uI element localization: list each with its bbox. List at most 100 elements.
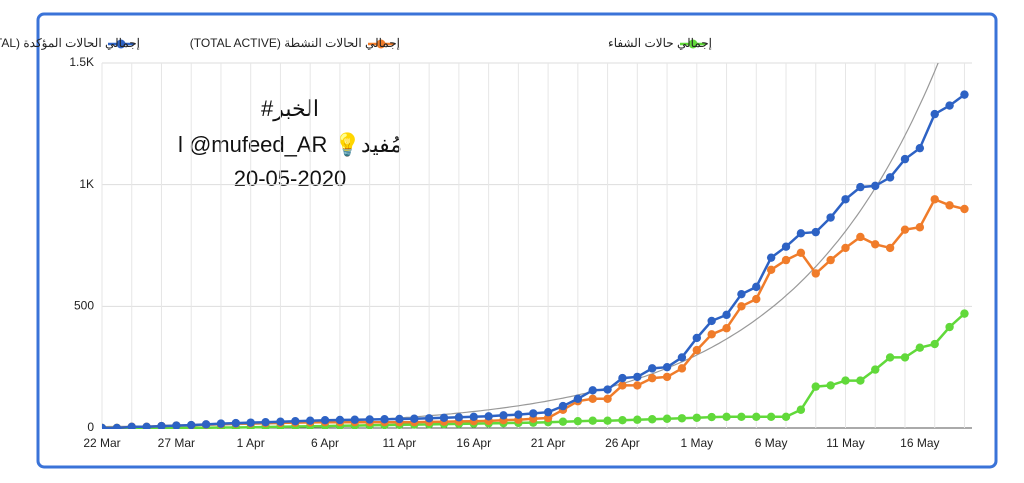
x-tick-label: 6 May [755,436,788,450]
data-point [112,423,122,429]
data-point [900,353,910,362]
data-point [737,412,746,422]
data-point [543,407,553,417]
data-point [677,364,687,373]
data-point [915,143,925,153]
data-point [692,345,701,355]
data-point [424,414,434,423]
data-point [529,409,538,418]
data-point [588,386,597,395]
x-tick-label: 26 Apr [605,436,640,450]
x-tick-label: 27 Mar [158,436,195,450]
data-point [811,227,820,237]
data-point [603,394,612,403]
data-point [305,416,315,425]
data-point [454,413,464,422]
data-point [781,255,791,265]
data-point [276,417,285,426]
data-point [618,416,627,425]
legend-marker [376,39,386,49]
data-point [127,422,136,429]
data-point [707,316,716,326]
x-tick-label: 21 Apr [531,436,566,450]
data-point [945,322,954,332]
data-point [633,415,642,424]
data-point [380,415,389,424]
data-point [439,413,449,422]
data-point [603,416,612,425]
data-point [856,232,865,242]
data-point [856,376,865,385]
data-point [766,265,776,275]
data-point [647,415,657,424]
annotation: 20-05-2020 [234,166,347,191]
data-point [722,324,731,333]
data-point [826,255,835,265]
data-point [647,373,657,383]
data-point [752,282,761,292]
data-point [573,394,583,403]
legend-label: إجمالي حالات الشفاء [608,36,712,51]
y-tick-label: 500 [74,299,94,313]
data-point [930,339,939,349]
data-point [410,414,419,423]
data-point [647,364,657,373]
x-tick-label: 11 May [826,436,864,450]
data-point [484,412,493,421]
data-point [677,414,687,423]
data-point [960,309,969,318]
data-point [142,422,151,429]
data-point [320,416,330,425]
data-point [871,181,880,191]
data-point [261,417,270,427]
data-point [900,154,910,164]
data-point [737,289,746,299]
data-point [796,248,806,257]
data-point [603,385,612,394]
data-point [618,373,627,383]
data-point [737,302,746,311]
data-point [558,401,568,411]
data-point [633,372,642,382]
data-point [216,419,226,428]
data-point [841,376,850,385]
data-point [499,411,508,420]
data-point [469,412,478,422]
data-point [157,421,166,429]
data-point [231,418,241,428]
data-point [677,353,687,362]
x-tick-label: 6 Apr [311,436,339,450]
data-point [900,225,910,234]
data-point [588,394,597,403]
y-tick-label: 0 [87,420,94,434]
legend-marker [688,39,698,49]
y-tick-label: 1K [79,177,94,191]
data-point [960,90,969,99]
data-point [722,310,731,320]
data-point [811,269,820,278]
data-point [945,201,954,210]
data-point [246,418,255,427]
data-point [811,382,820,391]
data-point [930,195,939,204]
data-point [752,294,761,304]
x-tick-label: 1 Apr [237,436,265,450]
data-point [766,412,776,422]
legend-label: إجمالي الحالات النشطة (TOTAL ACTIVE) [190,36,400,51]
data-point [707,330,716,339]
data-point [766,253,776,262]
data-point [201,420,211,429]
data-point [187,420,196,429]
data-point [960,204,969,214]
data-point [514,410,523,419]
data-point [885,173,895,182]
data-point [335,415,345,425]
data-point [291,416,300,426]
data-point [841,195,850,204]
data-point [662,362,672,372]
data-point [558,417,568,426]
x-tick-label: 16 May [900,436,939,450]
data-point [781,412,791,422]
x-tick-label: 16 Apr [456,436,491,450]
